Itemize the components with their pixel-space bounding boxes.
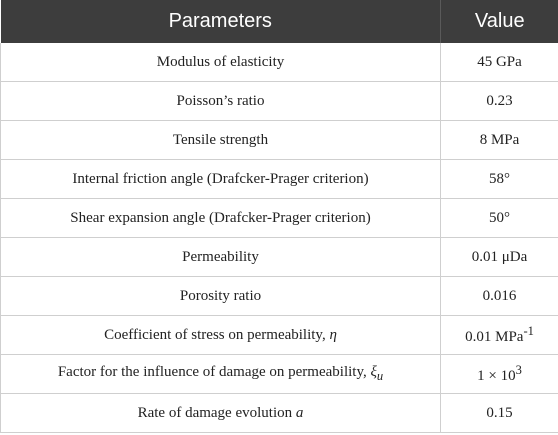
table-body: Modulus of elasticity 45 GPa Poisson’s r…	[0, 43, 558, 433]
value-cell: 0.016	[440, 276, 558, 316]
parameter-cell: Shear expansion angle (Drafcker-Prager c…	[0, 198, 441, 238]
eta-symbol: η	[329, 326, 337, 343]
value-cell: 8 MPa	[440, 120, 558, 160]
table-row: Rate of damage evolution a 0.15	[0, 393, 558, 433]
xi-symbol: ξ	[370, 364, 377, 380]
value-cell: 58°	[440, 159, 558, 199]
value-text: 0.01 MPa	[465, 329, 524, 345]
value-cell: 45 GPa	[440, 43, 558, 82]
value-cell: 0.23	[440, 81, 558, 121]
table-row: Modulus of elasticity 45 GPa	[0, 43, 558, 82]
value-text: 1 × 10	[477, 368, 516, 384]
table-row: Permeability 0.01 μDa	[0, 237, 558, 277]
value-exponent: -1	[523, 324, 534, 338]
parameter-cell: Modulus of elasticity	[0, 43, 441, 82]
parameter-text: Factor for the influence of damage on pe…	[57, 364, 371, 380]
table-row: Poisson’s ratio 0.23	[0, 81, 558, 121]
value-cell: 0.01 μDa	[440, 237, 558, 277]
value-exponent: 3	[515, 363, 522, 377]
table-row: Coefficient of stress on permeability, η…	[0, 315, 558, 355]
parameter-text: Coefficient of stress on permeability,	[104, 326, 330, 343]
table-row: Shear expansion angle (Drafcker-Prager c…	[0, 198, 558, 238]
parameter-cell: Internal friction angle (Drafcker-Prager…	[0, 159, 441, 199]
xi-subscript: u	[376, 369, 384, 383]
parameter-cell: Coefficient of stress on permeability, η	[0, 315, 441, 355]
parameter-cell: Factor for the influence of damage on pe…	[0, 354, 441, 394]
parameter-cell: Poisson’s ratio	[0, 81, 441, 121]
table-header: Parameters Value	[0, 0, 558, 43]
value-cell: 0.01 MPa-1	[440, 315, 558, 355]
parameter-cell: Porosity ratio	[0, 276, 441, 316]
a-symbol: a	[295, 404, 304, 421]
table-row: Tensile strength 8 MPa	[0, 120, 558, 160]
value-cell: 0.15	[440, 393, 558, 433]
table-row: Factor for the influence of damage on pe…	[0, 354, 558, 394]
header-value: Value	[440, 0, 558, 43]
parameter-cell: Rate of damage evolution a	[0, 393, 441, 433]
parameter-text: Rate of damage evolution	[137, 404, 296, 421]
table-row: Porosity ratio 0.016	[0, 276, 558, 316]
parameter-cell: Permeability	[0, 237, 441, 277]
parameter-cell: Tensile strength	[0, 120, 441, 160]
header-parameters: Parameters	[0, 0, 441, 43]
value-cell: 1 × 103	[440, 354, 558, 394]
header-row: Parameters Value	[0, 0, 558, 43]
value-cell: 50°	[440, 198, 558, 238]
table-row: Internal friction angle (Drafcker-Prager…	[0, 159, 558, 199]
